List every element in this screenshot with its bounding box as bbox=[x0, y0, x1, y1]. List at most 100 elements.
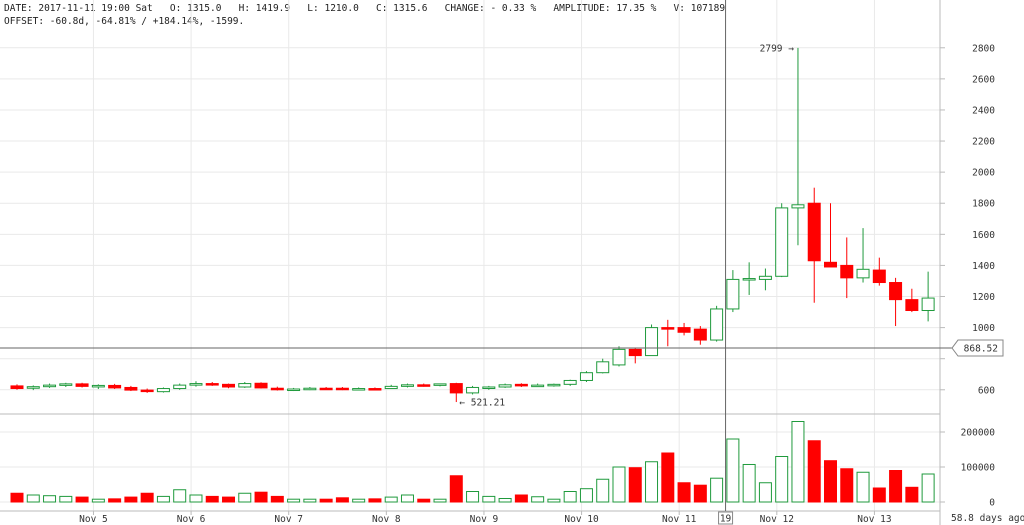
time-tick-label: Nov 12 bbox=[760, 514, 794, 525]
time-ago-label: 58.8 days ago bbox=[951, 513, 1024, 524]
volume-bar-up bbox=[726, 438, 740, 503]
price-candles bbox=[10, 47, 935, 403]
volume-bar-down bbox=[124, 496, 138, 503]
volume-bar-up bbox=[645, 461, 659, 503]
candle-body-down bbox=[628, 348, 642, 357]
date-value: 2017-11-11 19:00 Sat bbox=[38, 3, 153, 14]
candle-body-up bbox=[596, 361, 610, 374]
volume-tick-label: 0 bbox=[989, 498, 995, 509]
volume-bar-down bbox=[108, 498, 122, 503]
offset-label: OFFSET: bbox=[4, 15, 45, 27]
candle-body-down bbox=[449, 383, 463, 394]
candle-body-up bbox=[710, 308, 724, 341]
volume-bar-down bbox=[417, 498, 431, 503]
crosshair-price-label: 868.52 bbox=[964, 344, 998, 355]
price-tick-label: 2200 bbox=[972, 137, 995, 148]
volume-bar-up bbox=[791, 421, 805, 503]
crosshair-price-box bbox=[951, 339, 1004, 357]
high-label: H: bbox=[238, 3, 251, 14]
volume-bars bbox=[10, 421, 935, 503]
volume-bar-down bbox=[368, 498, 382, 503]
volume-bar-up bbox=[59, 495, 73, 503]
volume-bar-up bbox=[26, 494, 40, 503]
close-label: C: bbox=[375, 3, 388, 14]
volume-bar-up bbox=[579, 488, 593, 503]
price-tick-label: 1200 bbox=[972, 292, 995, 303]
volume-bar-down bbox=[449, 475, 463, 503]
candle-body-up bbox=[563, 379, 577, 385]
volume-bar-down bbox=[905, 486, 919, 503]
low-value: 1210.0 bbox=[324, 3, 359, 14]
candle-body-down bbox=[254, 382, 268, 389]
candle-body-down bbox=[124, 386, 138, 391]
high-value: 1419.9 bbox=[255, 3, 291, 14]
candle-body-down bbox=[205, 383, 219, 386]
volume-bar-up bbox=[384, 496, 398, 503]
candle-body-up bbox=[91, 384, 105, 388]
time-tick-label: Nov 13 bbox=[857, 514, 891, 525]
candle-body-down bbox=[108, 384, 122, 389]
volume-bar-down bbox=[319, 498, 333, 503]
volume-bar-up bbox=[43, 495, 57, 503]
candle-body-up bbox=[645, 327, 659, 357]
max-price-annotation: 2799 → bbox=[760, 43, 795, 54]
volume-bar-down bbox=[807, 440, 821, 503]
volume-bar-up bbox=[238, 492, 252, 503]
volume-bar-down bbox=[661, 452, 675, 503]
candle-body-down bbox=[140, 389, 154, 393]
volume-bar-up bbox=[400, 494, 414, 503]
candle-body-up bbox=[59, 383, 73, 386]
volume-bar-up bbox=[710, 477, 724, 503]
candle-body-down bbox=[75, 383, 89, 387]
candle-body-up bbox=[742, 278, 756, 281]
candle-body-down bbox=[693, 328, 707, 341]
volume-bar-down bbox=[10, 492, 24, 503]
volume-bar-down bbox=[222, 496, 236, 503]
candle-body-up bbox=[579, 372, 593, 381]
price-tick-label: 1600 bbox=[972, 230, 995, 241]
candle-body-down bbox=[872, 269, 886, 284]
candle-body-down bbox=[677, 327, 691, 333]
candle-body-up bbox=[921, 297, 935, 312]
time-tick-label: Nov 10 bbox=[564, 514, 599, 525]
candle-body-up bbox=[43, 384, 57, 388]
price-tick-label: 2400 bbox=[972, 105, 995, 116]
low-label: L: bbox=[307, 3, 319, 14]
volume-bar-up bbox=[612, 466, 626, 503]
min-price-annotation: ← 521.21 bbox=[459, 398, 505, 409]
volume-bar-down bbox=[514, 494, 528, 503]
price-tick-label: 2600 bbox=[972, 74, 995, 85]
volume-bar-up bbox=[303, 498, 317, 503]
price-tick-label: 1800 bbox=[972, 199, 995, 210]
volume-bar-up bbox=[775, 456, 789, 503]
candle-body-down bbox=[270, 387, 284, 391]
volume-bar-up bbox=[596, 478, 610, 503]
time-tick-label: Nov 11 bbox=[662, 514, 697, 525]
candle-body-down bbox=[840, 264, 854, 279]
candle-body-down bbox=[661, 327, 675, 330]
candle-body-up bbox=[384, 385, 398, 390]
candle-body-up bbox=[173, 384, 187, 390]
candle-body-up bbox=[303, 387, 317, 391]
volume-bar-up bbox=[856, 471, 870, 503]
price-tick-label: 1000 bbox=[972, 323, 995, 334]
change-value: - 0.33 % bbox=[490, 3, 537, 14]
change-label: CHANGE: bbox=[444, 3, 485, 14]
volume-bar-up bbox=[547, 498, 561, 503]
volume-bar-up bbox=[156, 495, 170, 503]
time-tick-label: Nov 8 bbox=[372, 514, 401, 525]
volume-bar-up bbox=[742, 463, 756, 503]
candle-body-down bbox=[824, 261, 837, 268]
price-tick-label: 600 bbox=[978, 385, 995, 396]
volume-bar-down bbox=[628, 467, 642, 503]
volume-bar-down bbox=[840, 468, 854, 503]
candle-body-up bbox=[498, 384, 512, 388]
offset-value: -60.8d, -64.81% / +184.14%, -1599. bbox=[49, 15, 245, 27]
volume-value: 107189 bbox=[690, 3, 726, 14]
volume-bar-up bbox=[758, 482, 772, 503]
candle-body-up bbox=[856, 268, 870, 279]
volume-bar-down bbox=[872, 487, 886, 503]
candle-body-up bbox=[547, 383, 561, 387]
